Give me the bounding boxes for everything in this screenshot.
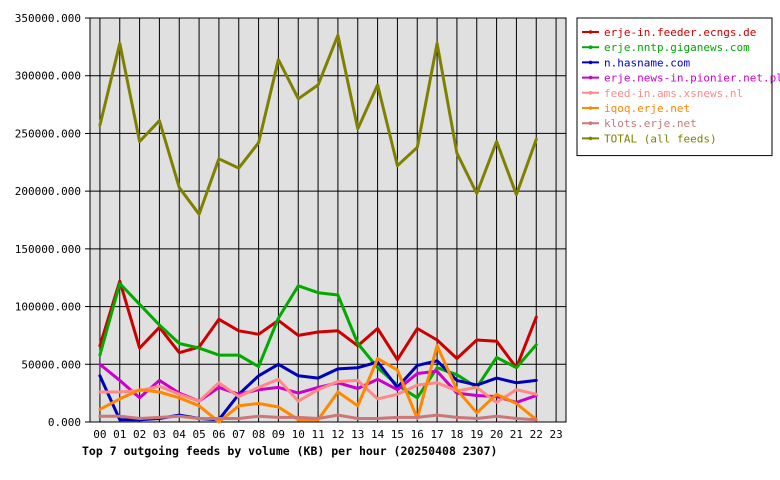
- axis-tick-labels: 0.000 50000.000 100000.000 150000.000 200000…: [15, 12, 563, 441]
- y-tick-label: 100000.000: [15, 301, 81, 314]
- legend-marker: [588, 60, 593, 65]
- legend-box: [576, 17, 773, 157]
- series-lines: [98, 33, 538, 424]
- x-tick-label: 07: [232, 428, 245, 441]
- x-tick-label: 00: [93, 428, 106, 441]
- legend-label: n.hasname.com: [604, 56, 690, 69]
- legend-marker: [588, 30, 593, 34]
- series-line: [98, 279, 538, 370]
- legend-marker: [588, 136, 593, 141]
- legend-marker: [588, 91, 593, 95]
- x-tick-label: 19: [470, 428, 483, 441]
- y-tick-label: 350000.000: [15, 12, 81, 25]
- legend: erje-in.feeder.ecngs.de erje.nntp.giganew…: [576, 17, 780, 157]
- legend-marker: [588, 75, 593, 80]
- series-line: [98, 413, 538, 422]
- x-tick-label: 14: [371, 428, 385, 441]
- y-tick-label: 250000.000: [15, 127, 81, 140]
- y-tick-label: 0.000: [48, 416, 81, 429]
- legend-marker: [588, 121, 593, 125]
- x-tick-label: 05: [192, 428, 205, 441]
- chart-title: Top 7 outgoing feeds by volume (KB) per …: [82, 444, 498, 458]
- x-tick-label: 10: [292, 428, 305, 441]
- legend-marker: [588, 45, 593, 49]
- y-tick-label: 50000.000: [21, 358, 81, 371]
- x-tick-label: 08: [252, 428, 265, 441]
- x-tick-label: 15: [391, 428, 404, 441]
- series-line: [98, 282, 538, 400]
- legend-label: TOTAL (all feeds): [604, 132, 717, 145]
- x-tick-label: 04: [173, 428, 187, 441]
- x-tick-label: 18: [450, 428, 463, 441]
- x-tick-label: 13: [351, 428, 364, 441]
- y-tick-label: 150000.000: [15, 243, 81, 256]
- y-tick-label: 200000.000: [15, 185, 81, 198]
- legend-label: iqoq.erje.net: [604, 102, 690, 115]
- x-tick-label: 20: [490, 428, 503, 441]
- legend-label: erje.news-in.pionier.net.pl: [604, 72, 780, 85]
- x-tick-label: 16: [411, 428, 424, 441]
- legend-label: erje-in.feeder.ecngs.de: [604, 26, 756, 39]
- plot-area: [89, 17, 567, 423]
- x-tick-label: 23: [549, 428, 562, 441]
- x-tick-label: 02: [133, 428, 146, 441]
- series-line: [98, 33, 538, 216]
- x-tick-label: 06: [212, 428, 225, 441]
- x-tick-label: 01: [113, 428, 126, 441]
- x-tick-label: 22: [530, 428, 543, 441]
- x-tick-label: 03: [153, 428, 166, 441]
- legend-marker: [588, 106, 593, 110]
- legend-label: feed-in.ams.xsnews.nl: [604, 87, 743, 100]
- legend-label: erje.nntp.giganews.com: [604, 41, 750, 54]
- series-line: [98, 377, 538, 404]
- series-line: [98, 362, 538, 404]
- x-tick-label: 09: [272, 428, 285, 441]
- x-tick-label: 11: [311, 428, 324, 441]
- grid-lines: [90, 17, 566, 423]
- x-tick-label: 12: [331, 428, 344, 441]
- legend-label: klots.erje.net: [604, 117, 697, 130]
- y-tick-label: 300000.000: [15, 70, 81, 83]
- x-tick-label: 17: [430, 428, 443, 441]
- x-tick-label: 21: [510, 428, 523, 441]
